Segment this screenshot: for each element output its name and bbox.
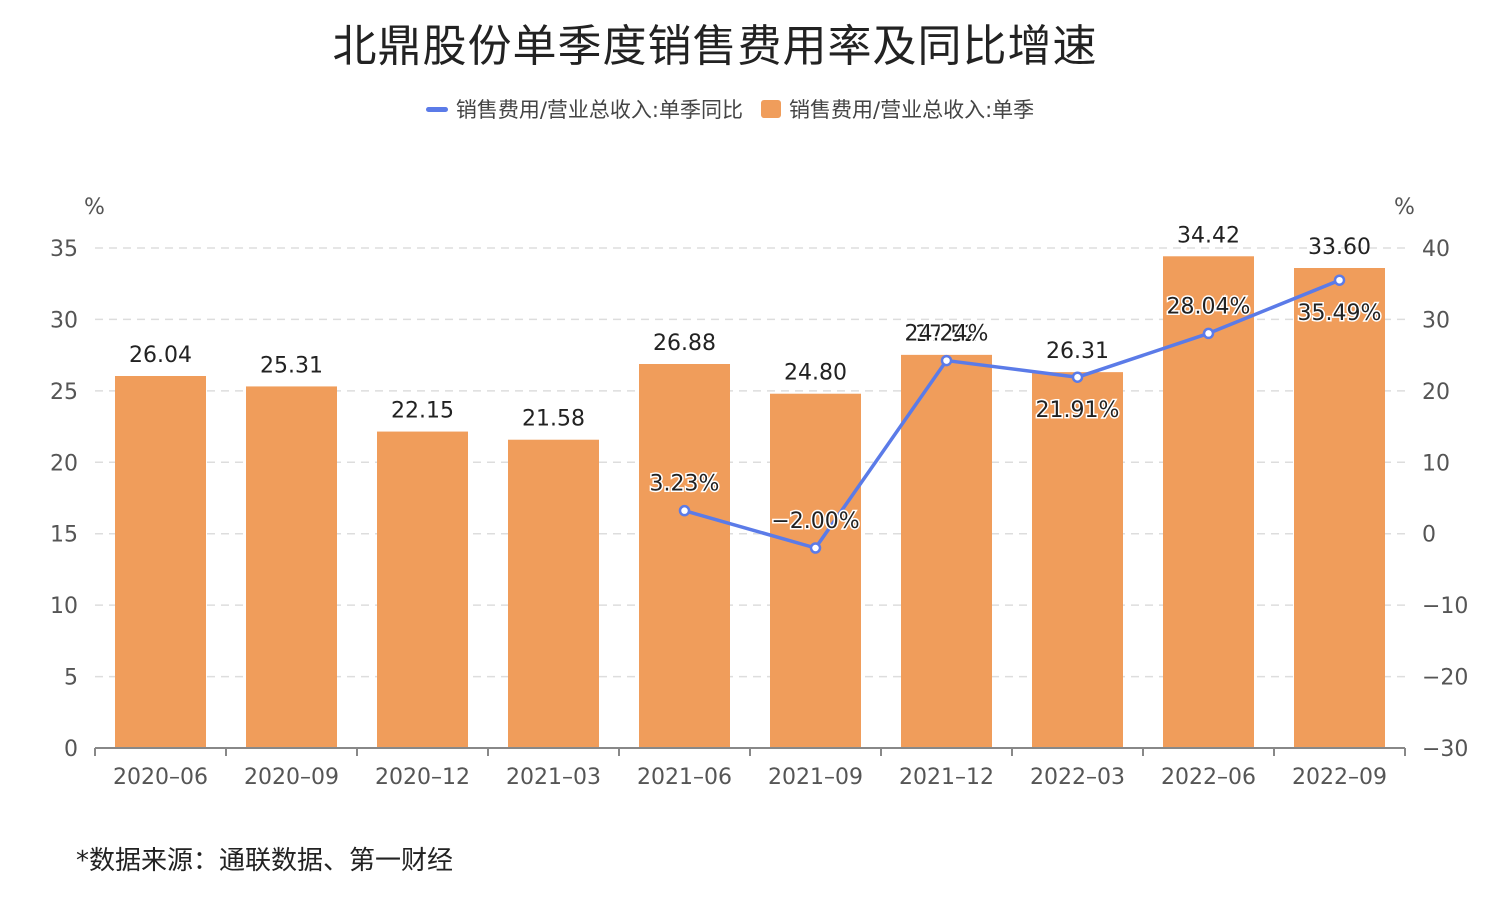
left-axis-tick-label: 35 xyxy=(50,237,78,262)
yoy-value-label: −2.00% xyxy=(771,509,859,534)
legend-label-ratio: 销售费用/营业总收入:单季 xyxy=(789,98,1035,122)
yoy-point xyxy=(809,542,822,554)
bar-value-label: 22.15 xyxy=(391,399,454,424)
bar-value-label: 24.80 xyxy=(784,361,847,386)
right-axis-tick-label: 30 xyxy=(1422,308,1450,333)
right-axis-tick-label: −30 xyxy=(1422,737,1468,762)
bar-series xyxy=(115,256,1385,748)
yoy-point xyxy=(940,354,953,367)
yoy-value-label: 21.91% xyxy=(1036,398,1120,423)
right-axis-tick-label: −20 xyxy=(1422,666,1468,691)
legend-line-swatch xyxy=(425,106,448,112)
bar xyxy=(1294,268,1385,748)
bar-value-label: 27.52 xyxy=(915,322,978,347)
x-axis-category-label: 2022–03 xyxy=(1030,765,1125,790)
legend-bar-swatch xyxy=(761,100,781,118)
bar xyxy=(377,431,468,748)
yoy-value-label: 28.04% xyxy=(1167,294,1251,319)
source-note: *数据来源：通联数据、第一财经 xyxy=(76,846,454,876)
x-axis-category-label: 2021–12 xyxy=(899,765,994,790)
x-axis-category-label: 2021–06 xyxy=(637,765,732,790)
yoy-point xyxy=(1071,371,1084,383)
right-axis-tick-label: 40 xyxy=(1422,237,1450,262)
bar-value-label: 34.42 xyxy=(1177,223,1240,248)
x-axis-category-label: 2022–09 xyxy=(1292,765,1387,790)
left-axis-tick-label: 5 xyxy=(64,666,78,691)
bar xyxy=(1032,372,1123,748)
yoy-value-label: 3.23% xyxy=(650,472,720,497)
yoy-point xyxy=(678,504,691,517)
right-axis-tick-label: −10 xyxy=(1422,594,1468,619)
bar-value-label: 26.31 xyxy=(1046,339,1109,364)
legend: 销售费用/营业总收入:单季同比 销售费用/营业总收入:单季 xyxy=(0,94,1460,124)
bar-value-label: 21.58 xyxy=(522,407,585,432)
bar xyxy=(246,386,337,748)
chart-title: 北鼎股份单季度销售费用率及同比增速 xyxy=(332,21,1098,72)
axes: 0 5 10 15 20 25 30 35 −30 −20 −10 0 10 20 30 40% % 2020–0… xyxy=(50,195,1468,790)
right-axis-tick-label: 20 xyxy=(1422,380,1450,405)
legend-item-yoy[interactable]: 销售费用/营业总收入:单季同比 xyxy=(425,94,743,124)
line-series xyxy=(678,274,1346,554)
bar xyxy=(901,354,992,748)
bar-value-label: 26.04 xyxy=(129,343,192,368)
yoy-point xyxy=(1202,327,1215,340)
left-axis-tick-label: 25 xyxy=(50,380,78,405)
left-axis-tick-label: 0 xyxy=(64,737,78,762)
left-axis-tick-label: 30 xyxy=(50,308,78,333)
left-axis-tick-label: 10 xyxy=(50,594,78,619)
x-axis-category-label: 2021–03 xyxy=(506,765,601,790)
yoy-value-label: 24.24% xyxy=(905,322,989,347)
bar-value-label: 26.88 xyxy=(653,331,716,356)
legend-item-ratio[interactable]: 销售费用/营业总收入:单季 xyxy=(761,94,1034,124)
x-axis-category-label: 2022–06 xyxy=(1161,765,1256,790)
left-axis-tick-label: 15 xyxy=(50,523,78,548)
right-axis-tick-label: 0 xyxy=(1422,523,1436,548)
bar-value-label: 25.31 xyxy=(260,353,323,378)
x-axis-category-label: 2020–06 xyxy=(113,765,208,790)
yoy-value-label: 35.49% xyxy=(1298,301,1382,326)
left-axis-tick-label: 20 xyxy=(50,451,78,476)
bar xyxy=(770,393,861,748)
bar xyxy=(639,364,730,748)
x-axis-category-label: 2021–09 xyxy=(768,765,863,790)
yoy-point xyxy=(1333,274,1346,286)
bar xyxy=(508,439,599,748)
bar-value-label: 33.60 xyxy=(1308,235,1371,260)
left-axis-unit: % xyxy=(84,195,105,220)
right-axis-unit: % xyxy=(1394,195,1415,220)
x-axis-category-label: 2020–12 xyxy=(375,765,470,790)
x-axis-category-label: 2020–09 xyxy=(244,765,339,790)
data-labels: 26.04 25.31 22.15 21.58 26.88 24.80 27.52 26.31… xyxy=(129,223,1383,535)
right-axis-tick-label: 10 xyxy=(1422,451,1450,476)
bar xyxy=(115,376,206,748)
legend-label-yoy: 销售费用/营业总收入:单季同比 xyxy=(455,98,743,122)
yoy-line xyxy=(684,278,1341,550)
